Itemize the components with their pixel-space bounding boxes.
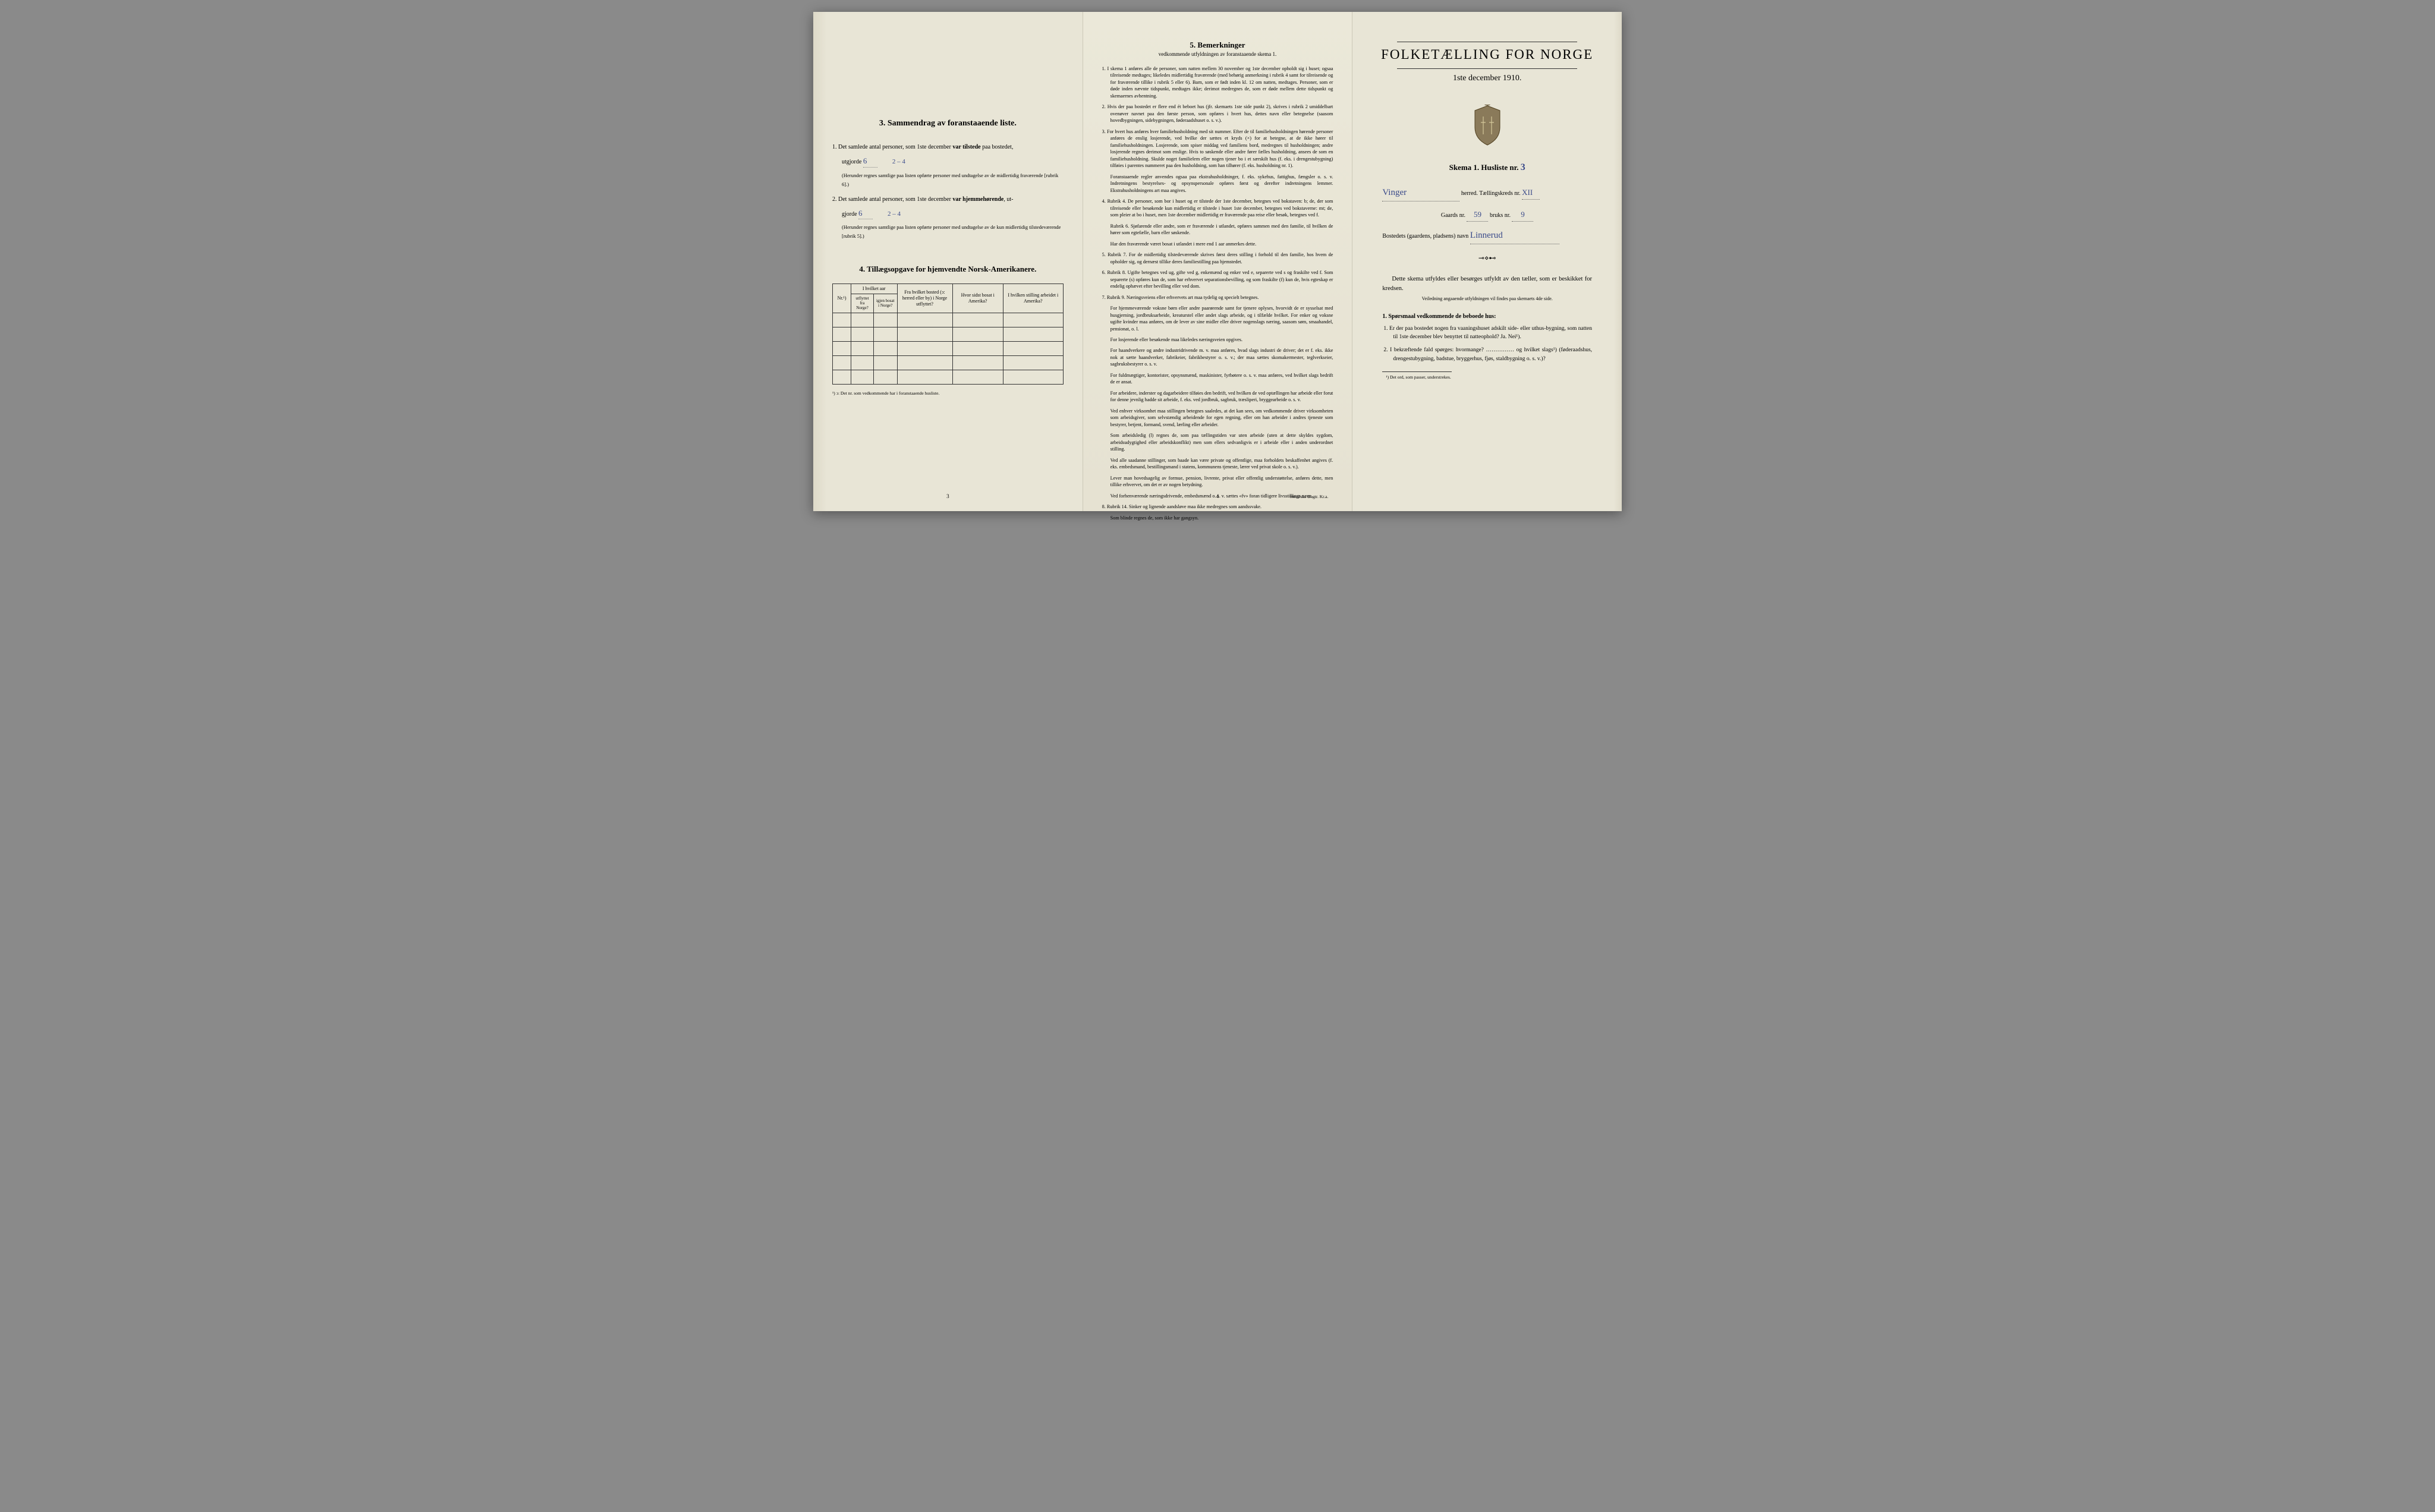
remarks-item: 7. Rubrik 9. Næringsveiens eller erhverv… <box>1102 294 1333 301</box>
remarks-item: 8. Rubrik 14. Sinker og lignende aandslø… <box>1102 503 1333 510</box>
text: utgjorde <box>842 159 861 165</box>
remarks-item: 1. I skema 1 anføres alle de personer, s… <box>1102 65 1333 99</box>
page-number: 3 <box>946 493 949 499</box>
remarks-item: 2. Hvis der paa bostedet er flere end ét… <box>1102 103 1333 124</box>
handwritten-value: 6 <box>863 156 867 165</box>
th-sidst: Hvor sidst bosat i Amerika? <box>952 284 1003 313</box>
remarks-item: For arbeidere, inderster og dagarbeidere… <box>1102 390 1333 404</box>
section-5-sub: vedkommende utfyldningen av foranstaaend… <box>1102 51 1333 57</box>
handwritten-value: 2 – 4 <box>892 158 905 165</box>
panel-middle: 5. Bemerkninger vedkommende utfyldningen… <box>1083 12 1353 511</box>
table-row <box>833 355 1064 370</box>
main-title: FOLKETÆLLING FOR NORGE <box>1371 47 1603 62</box>
remarks-item: 3. For hvert hus anføres hver familiehus… <box>1102 128 1333 169</box>
skema-line: Skema 1. Husliste nr. 3 <box>1371 162 1603 173</box>
th-bosted: Fra hvilket bosted (ↄ: herred eller by) … <box>897 284 952 313</box>
th-stilling: I hvilken stilling arbeidet i Amerika? <box>1003 284 1063 313</box>
title-rule-bottom <box>1397 68 1577 69</box>
th-igjen: igjen bosat i Norge? <box>873 294 897 313</box>
ornament-icon: ⊸⋄⊷ <box>1371 254 1603 263</box>
th-aar: I hvilket aar <box>851 284 898 294</box>
section-4-heading: 4. Tillægsopgave for hjemvendte Norsk-Am… <box>832 264 1064 274</box>
text: paa bostedet, <box>981 144 1014 150</box>
text-bold: var hjemmehørende <box>952 196 1003 203</box>
question-heading: 1. Spørsmaal vedkommende de beboede hus: <box>1382 313 1592 320</box>
remarks-item: Som arbeidsledig (l) regnes de, som paa … <box>1102 432 1333 452</box>
text-bold: var tilstede <box>952 144 980 150</box>
sec3-item-2-note: (Herunder regnes samtlige paa listen opf… <box>832 223 1064 241</box>
handwritten-value: Linnerud <box>1470 231 1503 240</box>
text: herred. Tællingskreds nr. <box>1461 190 1521 197</box>
note-text: (Herunder regnes samtlige paa listen opf… <box>842 172 1058 187</box>
text: 1. Det samlede antal personer, som 1ste … <box>832 144 952 150</box>
question-1: 1. Er der paa bostedet nogen fra vaaning… <box>1393 325 1592 342</box>
sec3-item-2-line2: gjorde 6 2 – 4 <box>832 207 1064 220</box>
remarks-item: For haandverkere og andre industridriven… <box>1102 347 1333 367</box>
remarks-item: Rubrik 6. Sjøfarende eller andre, som er… <box>1102 223 1333 237</box>
sec3-item-1-note: (Herunder regnes samtlige paa listen opf… <box>832 171 1064 189</box>
handwritten-value: 2 – 4 <box>888 210 901 218</box>
page-number: 4 <box>1216 493 1219 499</box>
sec4-table: Nr.¹) I hvilket aar Fra hvilket bosted (… <box>832 284 1064 385</box>
sec4-footnote: ¹) ↄ: Det nr. som vedkommende har i fora… <box>832 390 1064 396</box>
footnote: ¹) Det ord, som passer, understrekes. <box>1386 374 1603 380</box>
handwritten-value: 59 <box>1474 210 1481 219</box>
instruction-sub: Veiledning angaaende utfyldningen vil fi… <box>1371 296 1603 301</box>
text: 2. Det samlede antal personer, som 1ste … <box>832 196 952 203</box>
handwritten-value: 3 <box>1521 162 1525 172</box>
question-2: 2. I bekræftende fald spørges: hvormange… <box>1393 346 1592 363</box>
sec3-item-2: 2. Det samlede antal personer, som 1ste … <box>832 195 1064 204</box>
table-row <box>833 313 1064 327</box>
section-3-heading: 3. Sammendrag av foranstaaende liste. <box>832 119 1064 128</box>
remarks-item: For losjerende eller besøkende maa likel… <box>1102 336 1333 343</box>
handwritten-value: 6 <box>858 209 863 218</box>
table-row <box>833 341 1064 355</box>
remarks-item: Som blinde regnes de, som ikke har gangs… <box>1102 515 1333 521</box>
remarks-list: 1. I skema 1 anføres alle de personer, s… <box>1102 65 1333 521</box>
remarks-item: 4. Rubrik 4. De personer, som bor i huse… <box>1102 198 1333 218</box>
trifold-document: 3. Sammendrag av foranstaaende liste. 1.… <box>813 12 1622 511</box>
remarks-item: For fuldmægtiger, kontorister, opsynsmæn… <box>1102 372 1333 386</box>
gaard-line: Gaards nr. 59 bruks nr. 9 <box>1382 207 1592 222</box>
remarks-item: Ved alle saadanne stillinger, som baade … <box>1102 457 1333 471</box>
table-row <box>833 370 1064 384</box>
remarks-item: Foranstaaende regler anvendes ogsaa paa … <box>1102 174 1333 194</box>
bosted-line: Bostedets (gaardens, pladsens) navn Linn… <box>1382 228 1592 244</box>
panel-left: 3. Sammendrag av foranstaaende liste. 1.… <box>813 12 1083 511</box>
remarks-item: 5. Rubrik 7. For de midlertidig tilstede… <box>1102 251 1333 265</box>
sec3-item-1: 1. Det samlede antal personer, som 1ste … <box>832 143 1064 152</box>
th-ut: utflyttet fra Norge? <box>851 294 874 313</box>
section-5-heading: 5. Bemerkninger <box>1102 40 1333 50</box>
remarks-item: 6. Rubrik 8. Ugifte betegnes ved ug, gif… <box>1102 269 1333 289</box>
instruction-main: Dette skema utfyldes eller besørges utfy… <box>1382 275 1592 294</box>
remarks-item: Ved enhver virksomhet maa stillingen bet… <box>1102 408 1333 428</box>
herred-line: Vinger herred. Tællingskreds nr. XII <box>1382 185 1592 201</box>
remarks-item: For hjemmeværende voksne børn eller andr… <box>1102 305 1333 332</box>
text: bruks nr. <box>1490 212 1511 219</box>
text: Bostedets (gaardens, pladsens) navn <box>1382 233 1468 240</box>
remarks-item: Har den fraværende været bosat i utlande… <box>1102 241 1333 247</box>
printer-credit: Steen'ske Bogtr. Kr.a. <box>1289 494 1328 499</box>
handwritten-value: XII <box>1522 188 1533 197</box>
text: , ut- <box>1003 196 1013 203</box>
skema-label: Skema 1. Husliste nr. <box>1449 163 1519 172</box>
date-line: 1ste december 1910. <box>1371 74 1603 83</box>
table-row <box>833 327 1064 341</box>
remarks-item: Lever man hovedsagelig av formue, pensio… <box>1102 475 1333 489</box>
th-nr: Nr.¹) <box>833 284 851 313</box>
panel-right: FOLKETÆLLING FOR NORGE 1ste december 191… <box>1352 12 1622 511</box>
footnote-rule <box>1382 371 1452 372</box>
handwritten-value: 9 <box>1521 210 1525 219</box>
text: Gaards nr. <box>1441 212 1465 219</box>
sec3-item-1-line2: utgjorde 6 2 – 4 <box>832 155 1064 168</box>
handwritten-value: Vinger <box>1382 188 1407 197</box>
coat-of-arms-icon <box>1470 105 1505 146</box>
text: gjorde <box>842 211 857 218</box>
note-text: (Herunder regnes samtlige paa listen opf… <box>842 224 1061 239</box>
